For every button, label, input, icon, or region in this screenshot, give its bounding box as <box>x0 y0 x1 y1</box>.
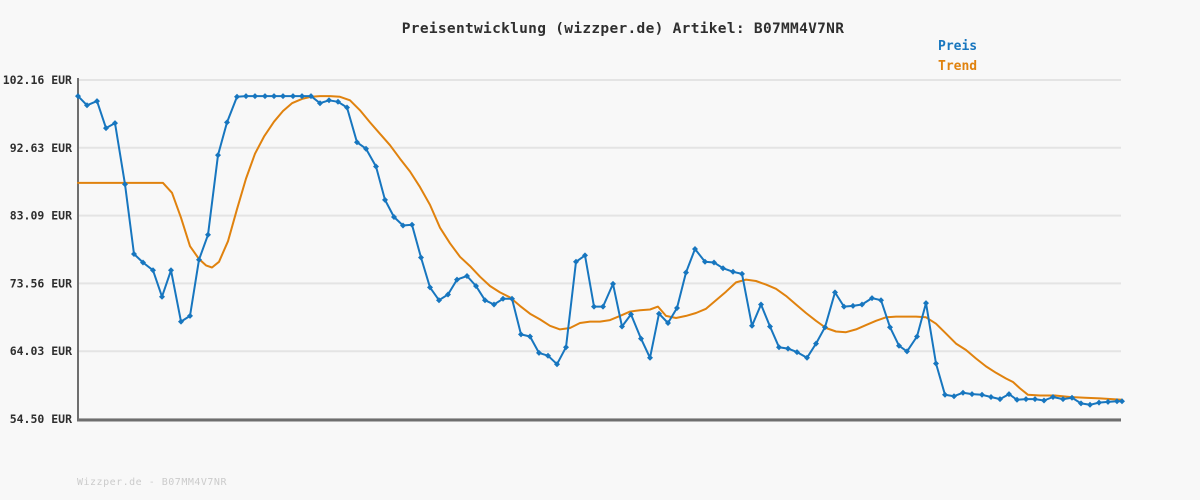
legend-entry-preis: Preis <box>938 39 978 54</box>
y-tick-label: 73.56 EUR <box>10 276 72 290</box>
watermark-text: Wizzper.de - B07MM4V7NR <box>77 477 227 488</box>
legend-entry-trend: Trend <box>938 59 978 74</box>
trend-line <box>77 95 1123 401</box>
y-tick-label: 92.63 EUR <box>10 141 72 155</box>
legend: Preis Trend <box>938 39 977 74</box>
preis-line <box>77 95 1123 406</box>
y-tick-label: 64.03 EUR <box>10 344 72 358</box>
y-tick-label: 83.09 EUR <box>10 209 72 223</box>
y-tick-label: 102.16 EUR <box>3 73 72 87</box>
preis-markers <box>75 93 1125 408</box>
y-tick-label: 54.50 EUR <box>10 412 72 426</box>
chart-title: Preisentwicklung (wizzper.de) Artikel: B… <box>401 21 845 37</box>
